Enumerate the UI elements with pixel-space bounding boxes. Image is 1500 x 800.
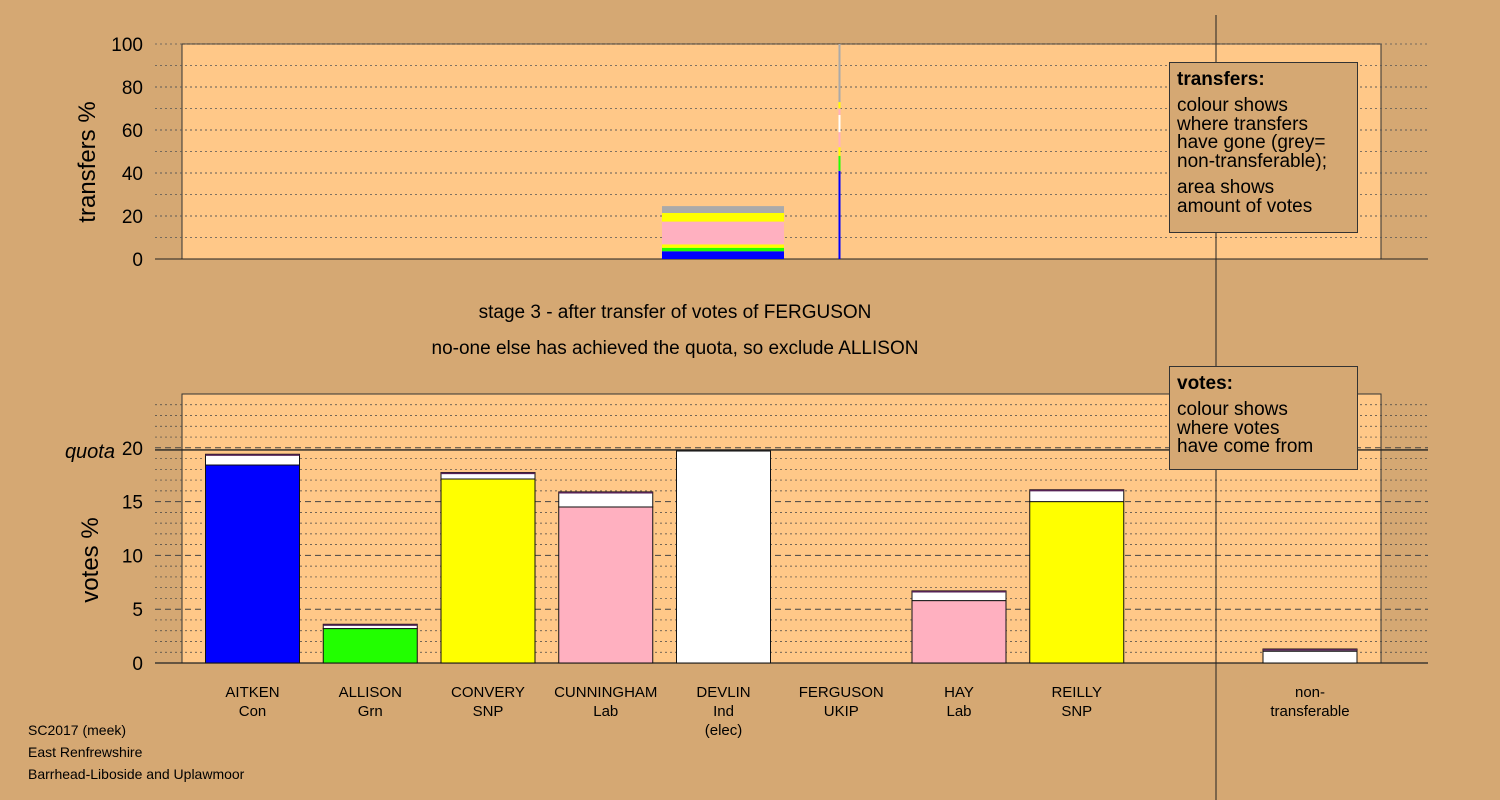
bar-transfer-cap-non — [1263, 649, 1357, 651]
candidate-name-label: HAY — [944, 684, 974, 701]
transfer-line-segment — [838, 132, 841, 148]
candidate-party-label: Ind — [713, 703, 734, 720]
votes-tick-label: 5 — [132, 600, 143, 621]
transfer-line-segment — [838, 44, 841, 103]
transfer-segment-allison — [662, 247, 784, 252]
votes-tick-label: 15 — [122, 493, 143, 514]
candidate-party-label: SNP — [1061, 703, 1092, 720]
bar-first-convery — [440, 478, 536, 664]
candidate-name-label: ALLISON — [339, 684, 402, 701]
candidate-name-label: FERGUSON — [799, 684, 884, 701]
transfer-segment-cunningham — [662, 229, 784, 245]
votes-tick-label: 0 — [132, 654, 143, 675]
transfers-legend-line: where transfers — [1177, 113, 1308, 135]
transfers-legend-line: colour shows — [1177, 95, 1288, 116]
transfers-tick-label: 60 — [122, 121, 143, 142]
stage-subtitle: no-one else has achieved the quota, so e… — [432, 338, 919, 359]
votes-legend-line: where votes — [1177, 417, 1280, 439]
bar-transfer-cap-convery — [441, 472, 535, 475]
transfer-line-segment — [838, 155, 841, 171]
quota-label: quota — [65, 441, 115, 463]
transfers-tick-label: 20 — [122, 207, 143, 228]
transfer-line-segment — [838, 108, 841, 115]
footer-council: East Renfrewshire — [28, 744, 143, 760]
bar-transfer-cap-allison — [323, 624, 418, 626]
transfers-tick-label: 100 — [111, 35, 143, 56]
transfers-legend-line: area shows — [1177, 177, 1275, 198]
transfers-legend-title: transfers: — [1177, 69, 1265, 90]
bar-first-allison — [322, 628, 418, 664]
transfer-line-segment — [838, 102, 841, 109]
bar-transfer-cap-aitken — [205, 454, 300, 456]
candidate-party-label: Lab — [946, 703, 971, 720]
transfers-legend-line: amount of votes — [1177, 195, 1313, 217]
bar-transfer-cap-cunningham — [558, 491, 653, 494]
transfers-legend: transfers: colour shows where transfers … — [1169, 62, 1358, 233]
candidate-name-label: REILLY — [1051, 684, 1102, 701]
candidate-party-label: Lab — [593, 703, 618, 720]
candidate-name-label: CONVERY — [451, 684, 525, 701]
transfers-legend-line: have gone (grey= — [1177, 132, 1326, 153]
transfer-segment-convery — [662, 244, 784, 248]
transfers-legend-line: non-transferable); — [1177, 150, 1327, 172]
footer-ward: Barrhead-Liboside and Uplawmoor — [28, 766, 245, 782]
candidate-party-label: transferable — [1270, 703, 1349, 720]
votes-tick-label: 10 — [122, 546, 143, 567]
votes-legend: votes: colour shows where votes have com… — [1169, 366, 1358, 470]
footer-count-method: SC2017 (meek) — [28, 722, 127, 738]
bar-transfer-aitken — [205, 453, 300, 466]
candidate-name-label: CUNNINGHAM — [554, 684, 657, 701]
candidate-name-label: non- — [1295, 684, 1325, 701]
candidate-name-label: DEVLIN — [696, 684, 750, 701]
votes-legend-title: votes: — [1177, 373, 1233, 394]
candidate-party-label: SNP — [473, 703, 504, 720]
transfer-line-segment — [838, 170, 841, 259]
transfer-segment-hay — [662, 221, 784, 230]
candidate-party-label: Con — [239, 703, 267, 720]
bar-first-hay — [911, 600, 1007, 664]
transfers-tick-label: 40 — [122, 164, 143, 185]
transfers-tick-label: 80 — [122, 78, 143, 99]
bar-transfer-reilly — [1029, 489, 1125, 503]
bar-first-reilly — [1029, 501, 1125, 664]
transfer-segment-nontransferable — [662, 206, 784, 213]
stage-title: stage 3 - after transfer of votes of FER… — [479, 302, 872, 323]
transfers-tick-label: 0 — [132, 250, 143, 271]
transfer-line-segment — [838, 114, 841, 133]
transfer-segment-aitken — [662, 251, 784, 259]
transfer-line-segment — [838, 147, 841, 156]
candidate-party-label: UKIP — [824, 703, 859, 720]
bar-transfer-cunningham — [558, 491, 654, 508]
votes-legend-line: colour shows — [1177, 399, 1288, 420]
bar-first-devlin — [676, 450, 771, 664]
bar-transfer-cap-reilly — [1029, 489, 1124, 492]
candidate-party-label: Grn — [358, 703, 383, 720]
votes-legend-line: have come from — [1177, 436, 1314, 457]
votes-tick-label: 20 — [122, 439, 143, 460]
transfer-segment-reilly — [662, 212, 784, 222]
bar-first-cunningham — [558, 506, 654, 664]
bar-first-non — [1262, 650, 1358, 664]
candidate-status-label: (elec) — [705, 722, 743, 739]
bar-first-aitken — [205, 464, 300, 664]
bar-transfer-cap-hay — [912, 590, 1006, 593]
candidate-name-label: AITKEN — [225, 684, 279, 701]
votes-axis-label: votes % — [77, 517, 104, 602]
transfers-axis-label: transfers % — [74, 101, 101, 222]
